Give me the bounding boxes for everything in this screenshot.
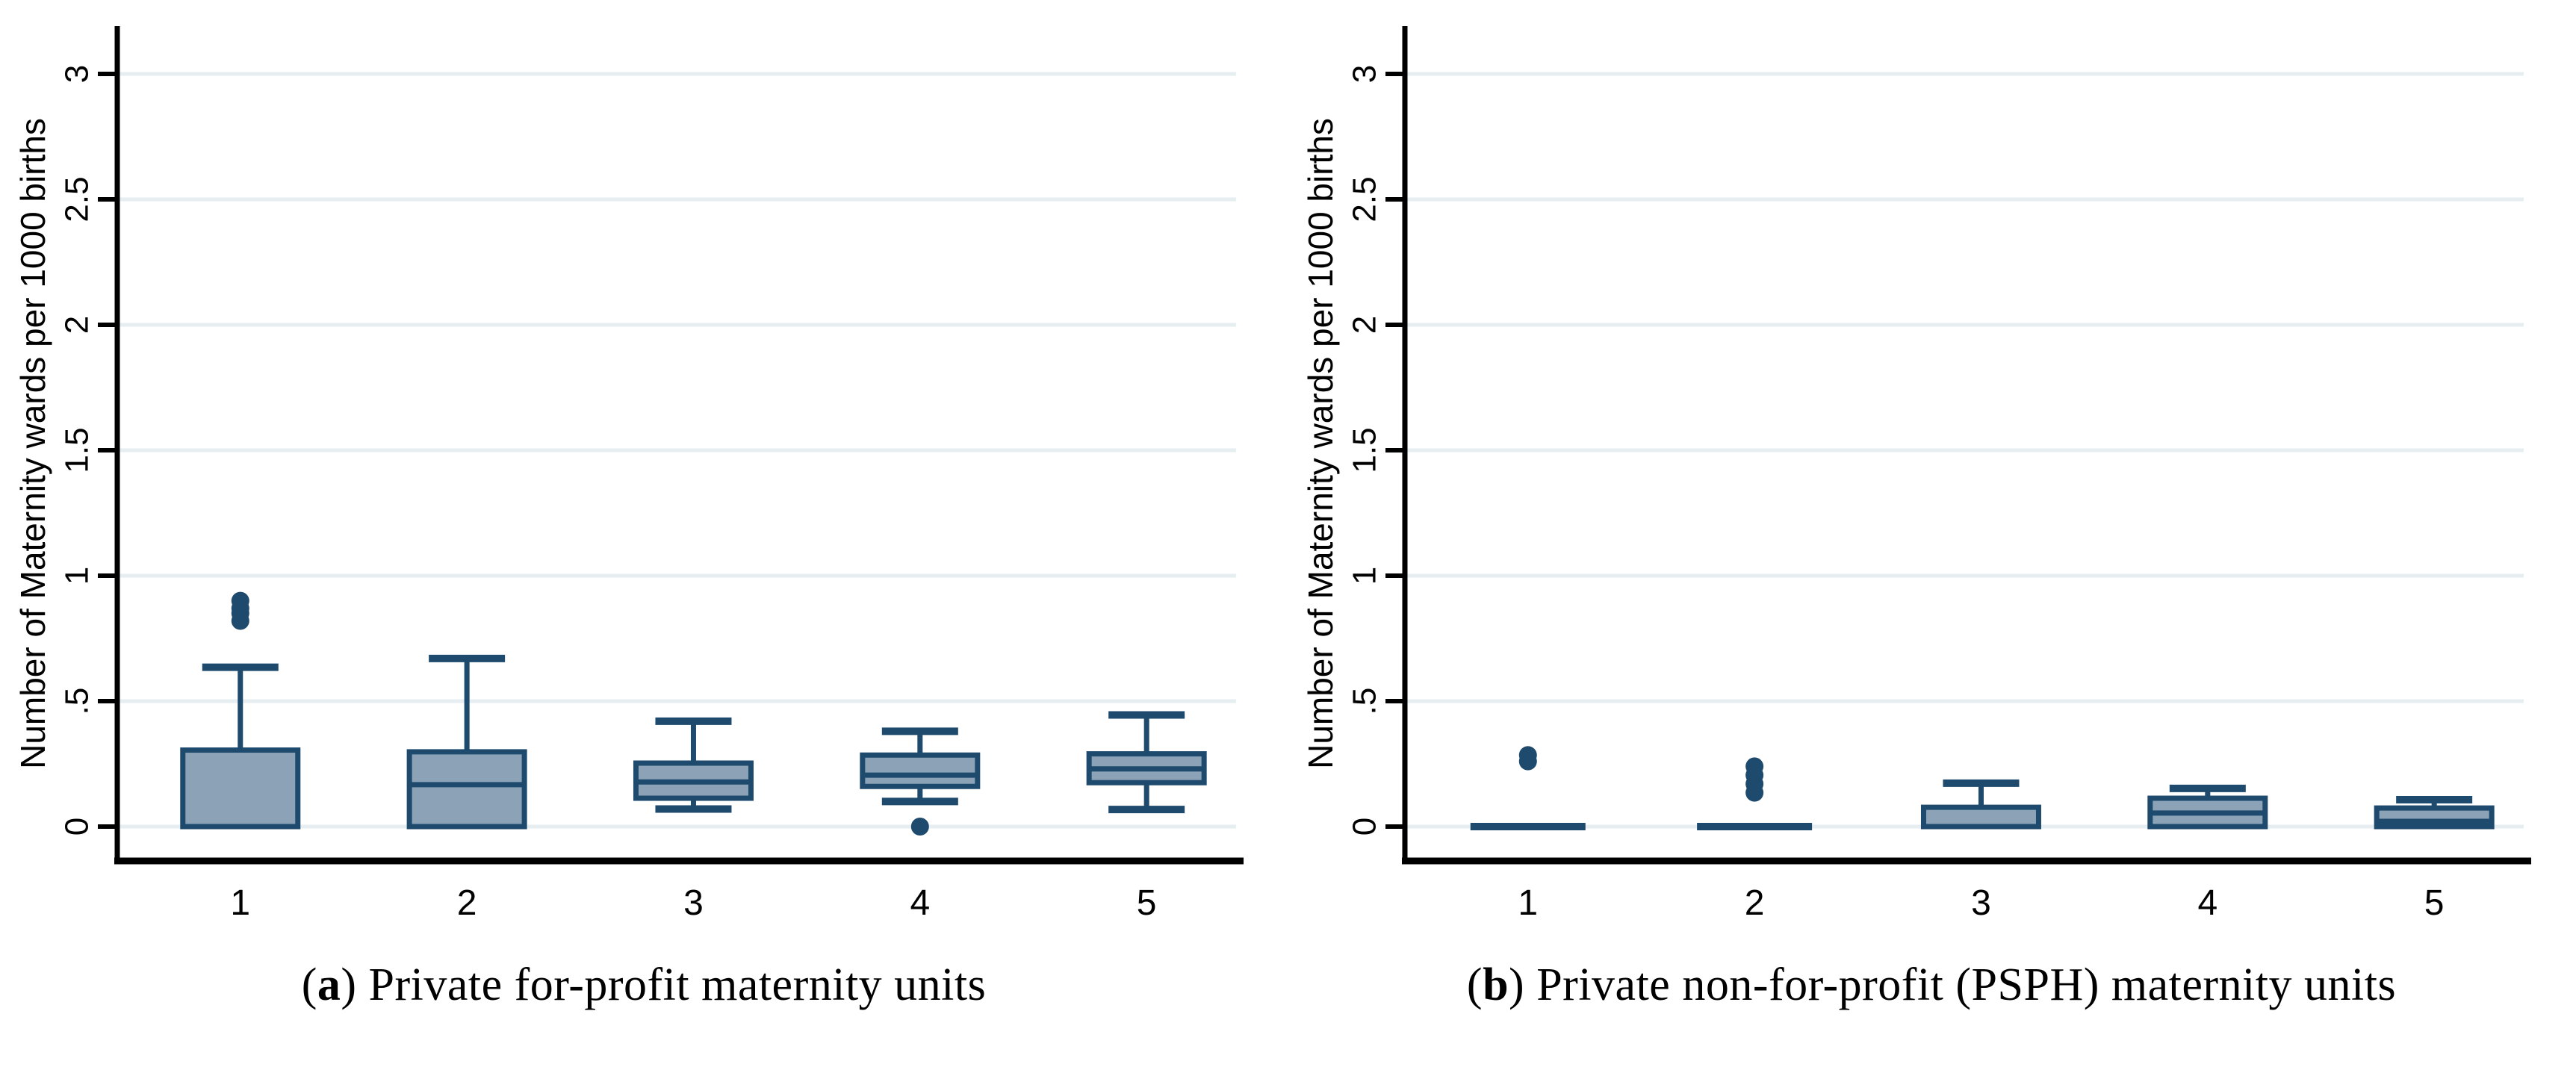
- y-tick-label: .5: [1347, 688, 1383, 715]
- y-axis-title: Number of Maternity wards per 1000 birth…: [13, 118, 52, 769]
- y-tick-label: 1.5: [1347, 427, 1383, 473]
- caption-b: (b) Private non-for-profit (PSPH) matern…: [1288, 959, 2575, 1012]
- y-gridlines-a: [117, 72, 1236, 829]
- box-group-b-1: [1470, 746, 1586, 830]
- x-tick-labels-b: 1 2 3 4 5: [1518, 883, 2444, 923]
- box-group-a-2: [406, 654, 527, 830]
- y-tick-label: 2.5: [1347, 176, 1383, 222]
- x-tick-label: 5: [1137, 883, 1157, 923]
- y-tick-label: 2: [1347, 316, 1383, 334]
- outlier-dot: [231, 591, 249, 610]
- x-tick-label: 3: [683, 883, 704, 923]
- box-group-a-5: [1086, 711, 1207, 814]
- caption-a-text: Private for-profit maternity units: [368, 959, 987, 1010]
- y-tick-label: 1.5: [59, 427, 96, 473]
- box-group-b-5: [2374, 796, 2495, 830]
- y-tick-label: 1: [59, 567, 96, 585]
- y-tick-label: 0: [59, 818, 96, 836]
- iqr-box: [1920, 804, 2041, 830]
- iqr-box: [406, 749, 527, 830]
- y-tick-label: 1: [1347, 567, 1383, 585]
- y-tick-label: 2: [59, 316, 96, 334]
- boxplot-a: 0 .5 1 1.5 2 2.5 3 1 2 3 4 5 Number of Maternity war…: [13, 26, 1244, 923]
- panel-b: 0 .5 1 1.5 2 2.5 3 1 2 3 4 5 Number of Maternity war…: [1288, 0, 2575, 1012]
- box-group-a-1: [180, 591, 301, 830]
- box-group-b-2: [1697, 757, 1813, 830]
- x-tick-label: 1: [230, 883, 250, 923]
- y-axis-title: Number of Maternity wards per 1000 birth…: [1301, 118, 1340, 769]
- caption-b-paren-close: ): [1509, 959, 1525, 1010]
- x-tick-label: 5: [2424, 883, 2445, 923]
- caption-b-letter: b: [1483, 959, 1509, 1010]
- boxplot-b: 0 .5 1 1.5 2 2.5 3 1 2 3 4 5 Number of Maternity war…: [1301, 26, 2531, 923]
- x-tick-label: 2: [457, 883, 477, 923]
- outlier-dot: [910, 818, 929, 836]
- caption-a-paren-close: ): [341, 959, 357, 1010]
- y-tick-label: 3: [59, 65, 96, 83]
- x-tick-labels-a: 1 2 3 4 5: [230, 883, 1156, 923]
- y-tick-label: .5: [59, 688, 96, 715]
- x-tick-label: 4: [2197, 883, 2217, 923]
- caption-a-letter: a: [317, 959, 341, 1010]
- box-group-b-4: [2147, 784, 2268, 830]
- iqr-box: [180, 747, 301, 830]
- caption-b-text: Private non-for-profit (PSPH) maternity …: [1536, 959, 2397, 1010]
- y-tick-label: 0: [1347, 818, 1383, 836]
- box-group-a-3: [633, 717, 754, 813]
- x-tick-label: 2: [1745, 883, 1765, 923]
- x-tick-label: 1: [1518, 883, 1538, 923]
- caption-a-paren-open: (: [301, 959, 317, 1010]
- outlier-dot: [1745, 757, 1764, 776]
- iqr-box: [860, 752, 981, 789]
- box-group-b-3: [1920, 779, 2041, 830]
- x-tick-label: 4: [910, 883, 930, 923]
- y-tick-label: 3: [1347, 65, 1383, 83]
- x-tick-label: 3: [1971, 883, 1991, 923]
- box-group-a-4: [860, 727, 981, 836]
- y-ticks-b: 0 .5 1 1.5 2 2.5 3: [1347, 65, 1405, 836]
- y-tick-label: 2.5: [59, 176, 96, 222]
- caption-a: (a) Private for-profit maternity units: [0, 959, 1288, 1012]
- panel-a: 0 .5 1 1.5 2 2.5 3 1 2 3 4 5 Number of Maternity war…: [0, 0, 1288, 1012]
- outlier-dot: [1518, 746, 1537, 765]
- y-ticks-a: 0 .5 1 1.5 2 2.5 3: [59, 65, 117, 836]
- caption-b-paren-open: (: [1466, 959, 1483, 1010]
- y-gridlines-b: [1405, 72, 2524, 829]
